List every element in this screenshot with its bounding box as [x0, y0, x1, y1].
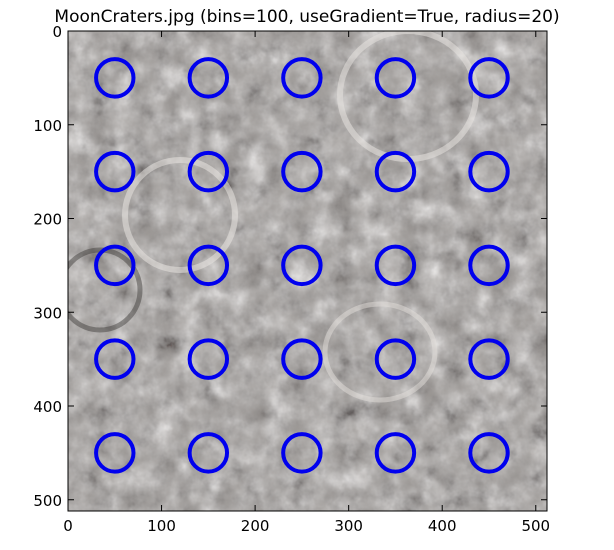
plot-frame [67, 30, 548, 512]
crater-marker [187, 432, 230, 474]
chart-title: MoonCraters.jpg (bins=100, useGradient=T… [54, 7, 559, 27]
crater-marker [468, 432, 510, 474]
crater-marker [94, 57, 136, 99]
x-tick-label: 500 [521, 517, 550, 535]
crater-marker [281, 432, 323, 474]
crater-shape [68, 247, 143, 333]
crater-shape [322, 301, 438, 403]
crater-marker [281, 338, 323, 380]
crater-marker [281, 244, 323, 287]
crater-marker [374, 244, 417, 287]
x-axis: 0 100 200 300 400 500 [63, 31, 550, 535]
crater-marker [187, 244, 230, 287]
y-tick-label: 0 [52, 23, 62, 41]
crater-marker [374, 150, 417, 193]
crater-marker [94, 432, 136, 474]
crater-marker [374, 338, 417, 380]
crater-marker [94, 150, 136, 193]
x-tick-label: 400 [428, 517, 457, 535]
crater-marker [94, 338, 136, 380]
crater-marker [187, 338, 230, 380]
y-tick-label: 200 [33, 211, 62, 229]
crater-marker [94, 244, 136, 287]
crater-marker [187, 57, 230, 99]
crater-marker [468, 338, 510, 380]
moon-texture [68, 31, 547, 511]
crater-marker [468, 57, 510, 99]
y-axis: 0 100 200 300 400 500 [33, 23, 547, 510]
crater-marker [374, 432, 417, 474]
x-tick-label: 200 [241, 517, 270, 535]
x-tick-label: 100 [147, 517, 176, 535]
crater-marker [187, 150, 230, 193]
crater-marker [374, 57, 417, 99]
y-tick-label: 400 [33, 398, 62, 416]
crater-marker [281, 150, 323, 193]
crater-shape [122, 157, 238, 273]
plot-area [68, 31, 547, 511]
y-tick-label: 500 [33, 492, 62, 510]
y-tick-label: 100 [33, 117, 62, 135]
x-tick-label: 300 [334, 517, 363, 535]
crater-marker [281, 57, 323, 99]
x-tick-label: 0 [63, 517, 73, 535]
crater-marker [468, 244, 510, 287]
crater-markers [94, 57, 510, 474]
y-tick-label: 300 [33, 304, 62, 322]
crater-marker [468, 150, 510, 193]
